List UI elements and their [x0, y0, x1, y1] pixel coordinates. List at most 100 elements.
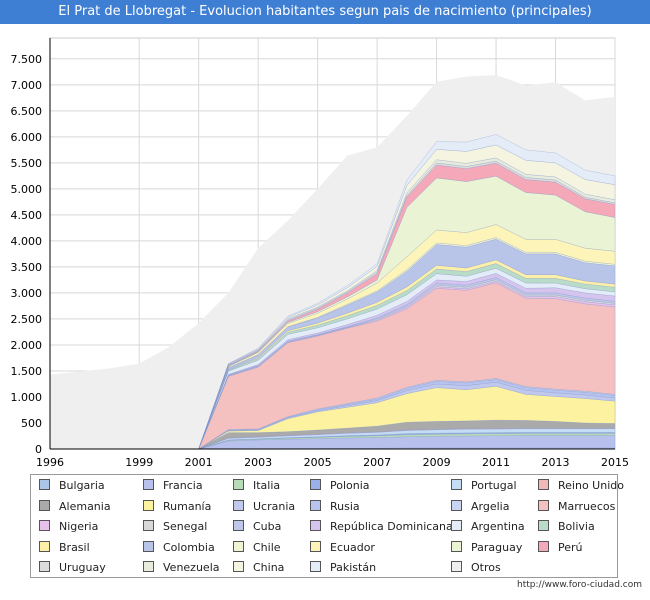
- legend-item: Argelia: [451, 499, 509, 515]
- legend-label: China: [253, 561, 285, 574]
- y-tick-label-5: 2.500: [11, 313, 43, 326]
- y-tick-label-6: 3.000: [11, 287, 43, 300]
- x-tick-label-2: 2001: [185, 456, 213, 469]
- x-tick-label-3: 2003: [244, 456, 272, 469]
- legend-item: Alemania: [39, 499, 111, 515]
- legend-item: Colombia: [143, 540, 215, 556]
- legend-swatch: [538, 499, 549, 511]
- legend-item: Polonia: [310, 478, 370, 494]
- legend-swatch: [310, 520, 321, 531]
- legend-label: Bolivia: [558, 520, 595, 533]
- y-tick-label-15: 7.500: [11, 53, 43, 66]
- legend-label: Ecuador: [330, 540, 375, 554]
- legend-label: Pakistán: [330, 561, 377, 574]
- y-tick-label-9: 4.500: [11, 209, 43, 222]
- x-tick-label-5: 2007: [363, 456, 391, 469]
- legend-swatch: [538, 520, 549, 531]
- legend-item: Rumanía: [143, 499, 211, 515]
- legend-item: Ucrania: [233, 499, 295, 515]
- y-tick-label-0: 0: [35, 443, 42, 456]
- legend-swatch: [143, 479, 154, 490]
- legend-item: Portugal: [451, 478, 517, 494]
- legend-label: Chile: [253, 540, 281, 554]
- legend-swatch: [451, 520, 462, 531]
- legend-swatch: [233, 561, 244, 572]
- stacked-areas: [50, 74, 616, 450]
- legend-swatch: [451, 561, 462, 572]
- legend-label: Bulgaria: [59, 479, 105, 492]
- legend-swatch: [39, 499, 50, 511]
- legend-item: Pakistán: [310, 560, 376, 576]
- legend-item: Marruecos: [538, 499, 615, 515]
- legend-item: Venezuela: [143, 560, 220, 576]
- legend-label: Perú: [558, 540, 583, 554]
- legend-item: Chile: [233, 540, 281, 556]
- legend-item: Uruguay: [39, 560, 106, 576]
- y-tick-label-2: 1.000: [11, 391, 43, 404]
- x-tick-label-1: 1999: [125, 456, 153, 469]
- legend: Bulgaria Francia Italia Polonia Portugal Rein…: [30, 474, 624, 578]
- x-tick-label-4: 2005: [304, 456, 332, 469]
- y-tick-label-13: 6.500: [11, 105, 43, 118]
- legend-label: Brasil: [59, 540, 90, 554]
- x-tick-label-7: 2011: [482, 456, 510, 469]
- legend-label: Rumanía: [163, 499, 212, 513]
- legend-swatch: [233, 479, 244, 490]
- legend-swatch: [143, 520, 154, 531]
- x-tick-label-6: 2009: [423, 456, 451, 469]
- chart-canvas: 0 500 1.000 1.500 2.000 2.500 3.000 3.500 4.000 4…: [11, 37, 629, 469]
- legend-item: Otros: [451, 560, 501, 576]
- axes: 0 500 1.000 1.500 2.000 2.500 3.000 3.500 4.000 4…: [11, 38, 629, 469]
- legend-swatch: [39, 561, 50, 572]
- legend-item: Nigeria: [39, 519, 98, 535]
- y-tick-label-7: 3.500: [11, 261, 43, 274]
- y-tick-label-12: 6.000: [11, 131, 43, 144]
- legend-swatch: [143, 499, 154, 511]
- legend-swatch: [310, 540, 321, 552]
- legend-swatch: [451, 499, 462, 511]
- legend-item: Ecuador: [310, 540, 375, 556]
- legend-swatch: [233, 499, 244, 511]
- legend-swatch: [39, 520, 50, 531]
- legend-item: Brasil: [39, 540, 90, 556]
- legend-swatch: [310, 479, 321, 490]
- legend-item: Paraguay: [451, 540, 522, 556]
- y-tick-label-8: 4.000: [11, 235, 43, 248]
- legend-label: Italia: [253, 479, 281, 492]
- x-tick-label-0: 1996: [36, 456, 64, 469]
- chart-title: El Prat de Llobregat - Evolucion habitan…: [0, 0, 650, 24]
- legend-swatch: [233, 540, 244, 552]
- legend-label: Portugal: [471, 479, 517, 492]
- legend-label: Argelia: [471, 499, 510, 513]
- y-tick-label-1: 500: [21, 417, 42, 430]
- legend-label: Ucrania: [253, 499, 296, 513]
- legend-swatch: [310, 561, 321, 572]
- legend-label: Reino Unido: [558, 479, 624, 492]
- area-pakistan: [50, 134, 616, 450]
- legend-label: República Dominicana: [330, 520, 453, 533]
- legend-label: Marruecos: [558, 499, 616, 513]
- legend-item: Bulgaria: [39, 478, 105, 494]
- source-credit: http://www.foro-ciudad.com: [517, 580, 642, 590]
- legend-label: Rusia: [330, 499, 360, 513]
- legend-item: Italia: [233, 478, 280, 494]
- x-tick-label-9: 2015: [601, 456, 629, 469]
- legend-label: Colombia: [163, 540, 215, 554]
- legend-label: Venezuela: [163, 561, 220, 574]
- y-tick-label-10: 5.000: [11, 183, 43, 196]
- legend-label: Uruguay: [59, 561, 106, 574]
- legend-item: Argentina: [451, 519, 525, 535]
- x-tick-label-8: 2013: [542, 456, 570, 469]
- legend-item: Cuba: [233, 519, 281, 535]
- legend-label: Argentina: [471, 520, 525, 533]
- legend-label: Cuba: [253, 520, 282, 533]
- legend-label: Alemania: [59, 499, 111, 513]
- legend-item: Bolivia: [538, 519, 595, 535]
- legend-swatch: [143, 561, 154, 572]
- legend-label: Paraguay: [471, 540, 523, 554]
- legend-label: Otros: [471, 561, 501, 574]
- legend-swatch: [39, 479, 50, 490]
- legend-item: Reino Unido: [538, 478, 624, 494]
- legend-swatch: [451, 479, 462, 490]
- y-tick-label-4: 2.000: [11, 339, 43, 352]
